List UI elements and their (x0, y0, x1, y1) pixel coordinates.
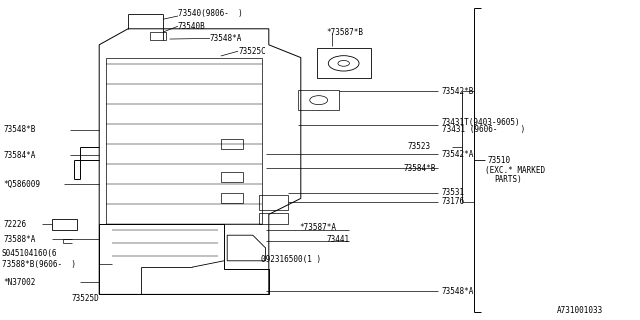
Text: 73540B: 73540B (178, 22, 205, 31)
Text: *N37002: *N37002 (3, 278, 36, 287)
Text: A731001033: A731001033 (557, 306, 603, 315)
Text: 73588*A: 73588*A (3, 235, 36, 244)
Text: 73588*B(9606-  ): 73588*B(9606- ) (2, 260, 76, 268)
Text: 73523: 73523 (408, 142, 431, 151)
Text: 092316500(1 ): 092316500(1 ) (261, 255, 321, 264)
Text: 73584*B: 73584*B (403, 164, 436, 173)
Text: 73542*A: 73542*A (442, 150, 474, 159)
Text: 73531: 73531 (442, 188, 465, 197)
Text: 73540(9806-  ): 73540(9806- ) (178, 9, 243, 18)
Text: (EXC.* MARKED: (EXC.* MARKED (485, 166, 545, 175)
Text: 73431T(9403-9605): 73431T(9403-9605) (442, 118, 520, 127)
Text: 73525D: 73525D (72, 294, 99, 303)
Text: 73542*B: 73542*B (442, 87, 474, 96)
Text: 73176: 73176 (442, 197, 465, 206)
Text: *73587*B: *73587*B (326, 28, 364, 36)
Text: 72226: 72226 (3, 220, 26, 229)
Text: 73431 (9606-     ): 73431 (9606- ) (442, 125, 525, 134)
Text: 73548*A: 73548*A (442, 287, 474, 296)
Text: 73584*A: 73584*A (3, 151, 36, 160)
Text: *Q586009: *Q586009 (3, 180, 40, 188)
Text: S045104160(6: S045104160(6 (2, 249, 58, 258)
Text: PARTS): PARTS) (495, 175, 522, 184)
Text: 73510: 73510 (488, 156, 511, 164)
Text: 73441: 73441 (326, 235, 349, 244)
Text: 73548*B: 73548*B (3, 125, 36, 134)
Text: 73548*A: 73548*A (210, 34, 243, 43)
Text: *73587*A: *73587*A (300, 223, 337, 232)
Text: 73525C: 73525C (238, 47, 266, 56)
